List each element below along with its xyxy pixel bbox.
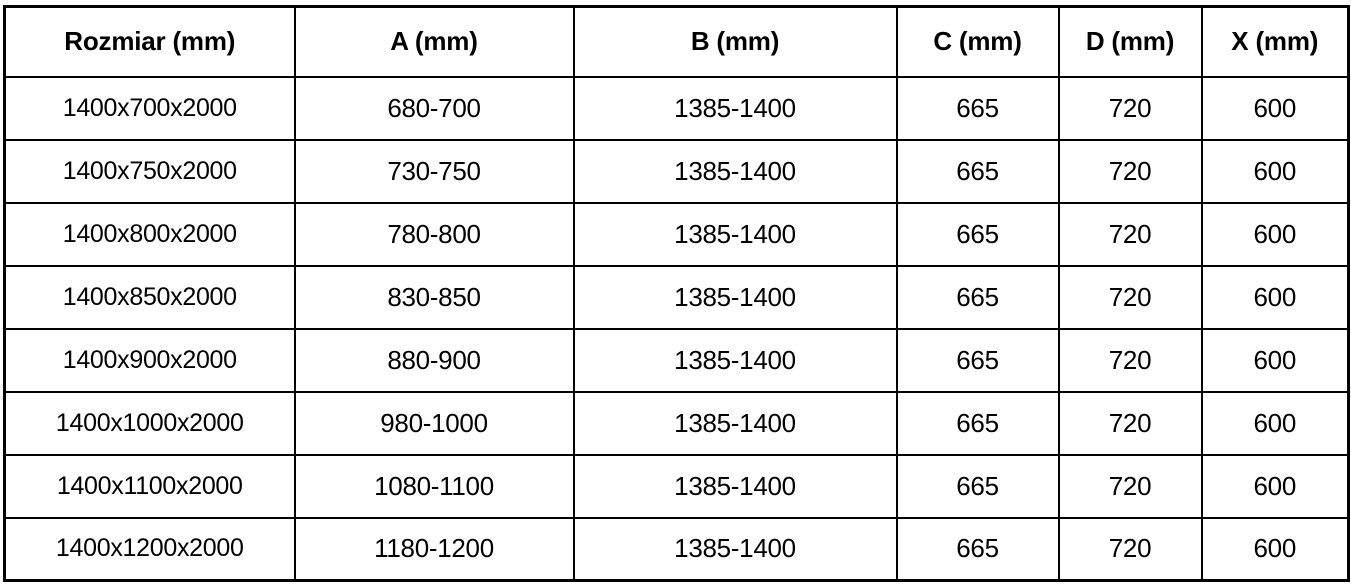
cell-size: 1400x850x2000 [3, 264, 296, 330]
cell-size: 1400x750x2000 [3, 138, 296, 204]
column-header-a: A (mm) [293, 5, 575, 78]
cell-x: 600 [1200, 264, 1350, 330]
cell-a: 880-900 [293, 327, 575, 393]
cell-x: 600 [1200, 327, 1350, 393]
cell-x: 600 [1200, 138, 1350, 204]
table-body: 1400x700x2000 680-700 1385-1400 665 720 … [3, 75, 1350, 582]
cell-b: 1385-1400 [572, 327, 898, 393]
table-header-row: Rozmiar (mm) A (mm) B (mm) C (mm) D (mm)… [3, 5, 1350, 78]
cell-a: 1080-1100 [293, 453, 575, 519]
cell-b: 1385-1400 [572, 75, 898, 141]
cell-b: 1385-1400 [572, 453, 898, 519]
cell-c: 665 [895, 516, 1060, 582]
cell-a: 730-750 [293, 138, 575, 204]
table-row: 1400x1100x2000 1080-1100 1385-1400 665 7… [3, 453, 1350, 519]
cell-a: 1180-1200 [293, 516, 575, 582]
cell-a: 980-1000 [293, 390, 575, 456]
cell-d: 720 [1057, 138, 1203, 204]
dimensions-table: Rozmiar (mm) A (mm) B (mm) C (mm) D (mm)… [3, 5, 1350, 582]
cell-x: 600 [1200, 201, 1350, 267]
cell-d: 720 [1057, 453, 1203, 519]
cell-a: 830-850 [293, 264, 575, 330]
column-header-c: C (mm) [895, 5, 1060, 78]
cell-c: 665 [895, 390, 1060, 456]
table-row: 1400x750x2000 730-750 1385-1400 665 720 … [3, 138, 1350, 204]
cell-d: 720 [1057, 516, 1203, 582]
cell-size: 1400x900x2000 [3, 327, 296, 393]
cell-a: 680-700 [293, 75, 575, 141]
table-row: 1400x700x2000 680-700 1385-1400 665 720 … [3, 75, 1350, 141]
cell-size: 1400x1100x2000 [3, 453, 296, 519]
cell-x: 600 [1200, 516, 1350, 582]
cell-d: 720 [1057, 201, 1203, 267]
cell-b: 1385-1400 [572, 138, 898, 204]
table-row: 1400x1200x2000 1180-1200 1385-1400 665 7… [3, 516, 1350, 582]
column-header-x: X (mm) [1200, 5, 1350, 78]
cell-x: 600 [1200, 390, 1350, 456]
cell-d: 720 [1057, 264, 1203, 330]
cell-c: 665 [895, 453, 1060, 519]
cell-c: 665 [895, 201, 1060, 267]
cell-c: 665 [895, 327, 1060, 393]
cell-a: 780-800 [293, 201, 575, 267]
cell-d: 720 [1057, 390, 1203, 456]
cell-size: 1400x1000x2000 [3, 390, 296, 456]
column-header-d: D (mm) [1057, 5, 1203, 78]
cell-size: 1400x800x2000 [3, 201, 296, 267]
cell-b: 1385-1400 [572, 390, 898, 456]
table-row: 1400x900x2000 880-900 1385-1400 665 720 … [3, 327, 1350, 393]
cell-c: 665 [895, 75, 1060, 141]
table-row: 1400x1000x2000 980-1000 1385-1400 665 72… [3, 390, 1350, 456]
table-row: 1400x800x2000 780-800 1385-1400 665 720 … [3, 201, 1350, 267]
cell-b: 1385-1400 [572, 201, 898, 267]
column-header-b: B (mm) [572, 5, 898, 78]
column-header-size: Rozmiar (mm) [3, 5, 296, 78]
cell-b: 1385-1400 [572, 264, 898, 330]
cell-x: 600 [1200, 453, 1350, 519]
table-row: 1400x850x2000 830-850 1385-1400 665 720 … [3, 264, 1350, 330]
cell-x: 600 [1200, 75, 1350, 141]
cell-d: 720 [1057, 75, 1203, 141]
cell-size: 1400x1200x2000 [3, 516, 296, 582]
cell-size: 1400x700x2000 [3, 75, 296, 141]
cell-d: 720 [1057, 327, 1203, 393]
cell-b: 1385-1400 [572, 516, 898, 582]
cell-c: 665 [895, 138, 1060, 204]
cell-c: 665 [895, 264, 1060, 330]
table-header: Rozmiar (mm) A (mm) B (mm) C (mm) D (mm)… [3, 5, 1350, 78]
